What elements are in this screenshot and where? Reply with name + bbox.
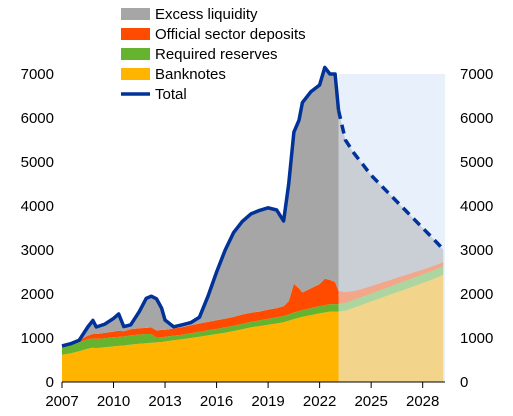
legend-item-excess-liquidity: Excess liquidity — [121, 6, 258, 23]
legend-item-banknotes: Banknotes — [121, 66, 226, 83]
legend-item-required-reserves: Required reserves — [121, 46, 278, 63]
legend-swatch — [121, 48, 150, 60]
y-tick-label-left: 1000 — [21, 330, 54, 347]
area-official-sector-deposits-projection — [338, 261, 444, 305]
y-tick-label-right: 3000 — [460, 242, 493, 259]
x-tick-label: 2019 — [251, 393, 284, 410]
y-tick-label-left: 4000 — [21, 198, 54, 215]
y-tick-label-right: 4000 — [460, 198, 493, 215]
y-tick-label-left: 7000 — [21, 66, 54, 83]
y-axis-left: 0 1000 2000 3000 4000 5000 6000 7000 — [21, 66, 54, 391]
y-tick-label-right: 2000 — [460, 286, 493, 303]
area-excess-liquidity-projection — [338, 110, 444, 292]
legend-item-official-sector-deposits: Official sector deposits — [121, 26, 306, 43]
stacked-areas — [62, 65, 339, 382]
legend-label: Excess liquidity — [155, 6, 258, 23]
x-tick-label: 2010 — [97, 393, 130, 410]
legend-swatch — [121, 28, 150, 40]
area-banknotes — [62, 311, 339, 382]
total-series — [61, 65, 445, 348]
projection-shading — [338, 74, 445, 382]
legend: Excess liquidity Official sector deposits… — [121, 6, 306, 103]
area-excess-liquidity — [62, 65, 339, 346]
legend-label: Total — [155, 86, 187, 103]
legend-label: Required reserves — [155, 46, 278, 63]
x-tick-label: 2022 — [303, 393, 336, 410]
y-tick-label-left: 3000 — [21, 242, 54, 259]
total-line — [61, 65, 341, 348]
x-tick-label: 2016 — [200, 393, 233, 410]
legend-label: Banknotes — [155, 66, 226, 83]
y-tick-label-left: 5000 — [21, 154, 54, 171]
y-tick-label-left: 0 — [46, 374, 54, 391]
y-tick-label-right: 6000 — [460, 110, 493, 127]
legend-label: Official sector deposits — [155, 26, 306, 43]
area-official-sector-deposits — [62, 278, 339, 347]
projection-overlay — [338, 110, 444, 382]
y-tick-label-right: 0 — [460, 374, 468, 391]
y-tick-label-left: 2000 — [21, 286, 54, 303]
area-required-reserves-projection — [338, 265, 444, 312]
legend-swatch — [121, 68, 150, 80]
total-line-projection — [336, 109, 445, 252]
area-banknotes-projection — [338, 274, 444, 382]
y-tick-label-right: 5000 — [460, 154, 493, 171]
x-tick-label: 2028 — [406, 393, 439, 410]
x-tick-label: 2025 — [354, 393, 387, 410]
y-tick-label-left: 6000 — [21, 110, 54, 127]
y-tick-label-right: 7000 — [460, 66, 493, 83]
y-tick-label-right: 1000 — [460, 330, 493, 347]
x-tick-label: 2007 — [45, 393, 78, 410]
legend-item-total: Total — [121, 86, 187, 103]
legend-swatch — [121, 8, 150, 20]
area-required-reserves — [62, 304, 339, 355]
x-axis: 2007 2010 2013 2016 2019 2022 2025 2028 — [45, 382, 439, 410]
x-tick-label: 2013 — [148, 393, 181, 410]
y-axis-right: 0 1000 2000 3000 4000 5000 6000 7000 — [460, 66, 493, 391]
